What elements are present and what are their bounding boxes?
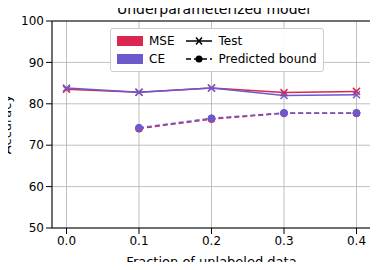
- svg-text:50: 50: [29, 221, 44, 235]
- svg-text:0.4: 0.4: [347, 234, 366, 248]
- svg-text:Fraction of unlabeled data: Fraction of unlabeled data: [126, 254, 296, 262]
- svg-text:60: 60: [29, 180, 44, 194]
- html-text:MSE: MSE: [149, 34, 175, 48]
- html-text:Predicted bound: Predicted bound: [218, 52, 317, 66]
- html-text:CE: CE: [149, 52, 165, 66]
- svg-text:Accuracy: Accuracy: [8, 95, 14, 155]
- svg-text:100: 100: [21, 14, 44, 28]
- svg-text:80: 80: [29, 97, 44, 111]
- svg-text:0.1: 0.1: [129, 234, 148, 248]
- html-text:Test: Test: [218, 34, 243, 48]
- svg-text:0.0: 0.0: [57, 234, 76, 248]
- svg-text:90: 90: [29, 56, 44, 70]
- svg-text:70: 70: [29, 138, 44, 152]
- svg-text:0.2: 0.2: [202, 234, 221, 248]
- svg-text:0.3: 0.3: [274, 234, 293, 248]
- html-text:Underparameterized model: Underparameterized model: [117, 1, 310, 17]
